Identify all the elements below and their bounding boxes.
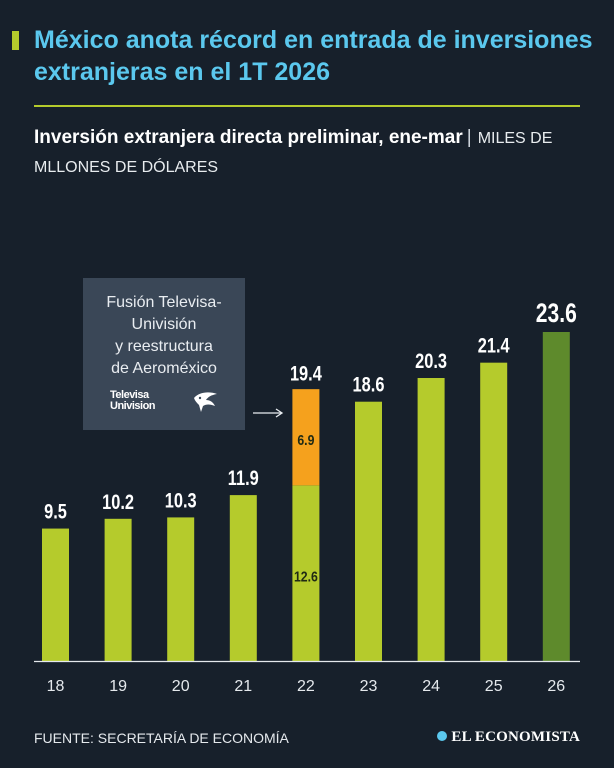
brand-name: EL ECONOMISTA [451, 729, 580, 745]
subtitle-main: Inversión extranjera directa preliminar,… [34, 127, 463, 148]
value-label-21: 11.9 [228, 466, 259, 489]
value-label-22: 19.4 [290, 362, 322, 385]
value-label-18: 9.5 [44, 500, 67, 523]
x-tick-label-22: 22 [297, 678, 315, 695]
annotation-logos: Televisa Univision [83, 390, 245, 416]
annotation-text: Fusión Televisa- Univisión y reestructur… [106, 294, 222, 377]
subtitle-unit: MILES DE MLLONES DE DÓLARES [34, 130, 553, 176]
source-note: FUENTE: SECRETARÍA DE ECONOMÍA [34, 730, 289, 746]
annotation-arrow [253, 408, 284, 418]
annotation-box: Fusión Televisa- Univisión y reestructur… [83, 278, 245, 430]
x-tick-label-25: 25 [485, 678, 503, 695]
title-accent-mark [12, 31, 19, 50]
bar-23 [355, 401, 382, 661]
x-tick-label-21: 21 [234, 678, 252, 695]
bar-19 [104, 518, 132, 661]
value-label-19: 10.2 [102, 490, 134, 513]
bar-18 [42, 528, 69, 661]
subtitle-separator: | [466, 127, 472, 148]
bar-21 [229, 495, 257, 661]
value-label-25: 21.4 [478, 334, 510, 357]
brand-logo: EL ECONOMISTA [437, 729, 580, 746]
brand-icon [437, 731, 448, 741]
segment-label-22-1: 12.6 [294, 568, 318, 584]
bar-segment-22-1 [292, 485, 320, 661]
televisa-univision-logo: Televisa Univision [110, 389, 156, 412]
value-label-20: 10.3 [165, 488, 197, 511]
value-label-23: 18.6 [353, 373, 385, 396]
bar-25 [480, 362, 508, 661]
x-tick-label-20: 20 [172, 678, 190, 695]
aeromexico-eagle-icon [194, 392, 217, 412]
bar-26 [542, 332, 570, 661]
page-title: México anota récord en entrada de invers… [34, 26, 593, 86]
title-divider [34, 105, 580, 107]
x-tick-label-24: 24 [422, 678, 440, 695]
bar-24 [417, 378, 445, 661]
bar-20 [167, 517, 195, 661]
value-label-26: 23.6 [536, 299, 577, 329]
segment-label-22-2: 6.9 [297, 432, 314, 448]
x-tick-label-26: 26 [547, 678, 565, 695]
x-tick-label-23: 23 [360, 678, 378, 695]
value-label-24: 20.3 [415, 349, 447, 372]
x-tick-label-18: 18 [47, 678, 65, 695]
chart-subtitle: Inversión extranjera directa preliminar,… [34, 124, 594, 182]
bar-segment-22-2 [292, 389, 320, 486]
x-tick-label-19: 19 [109, 678, 127, 695]
